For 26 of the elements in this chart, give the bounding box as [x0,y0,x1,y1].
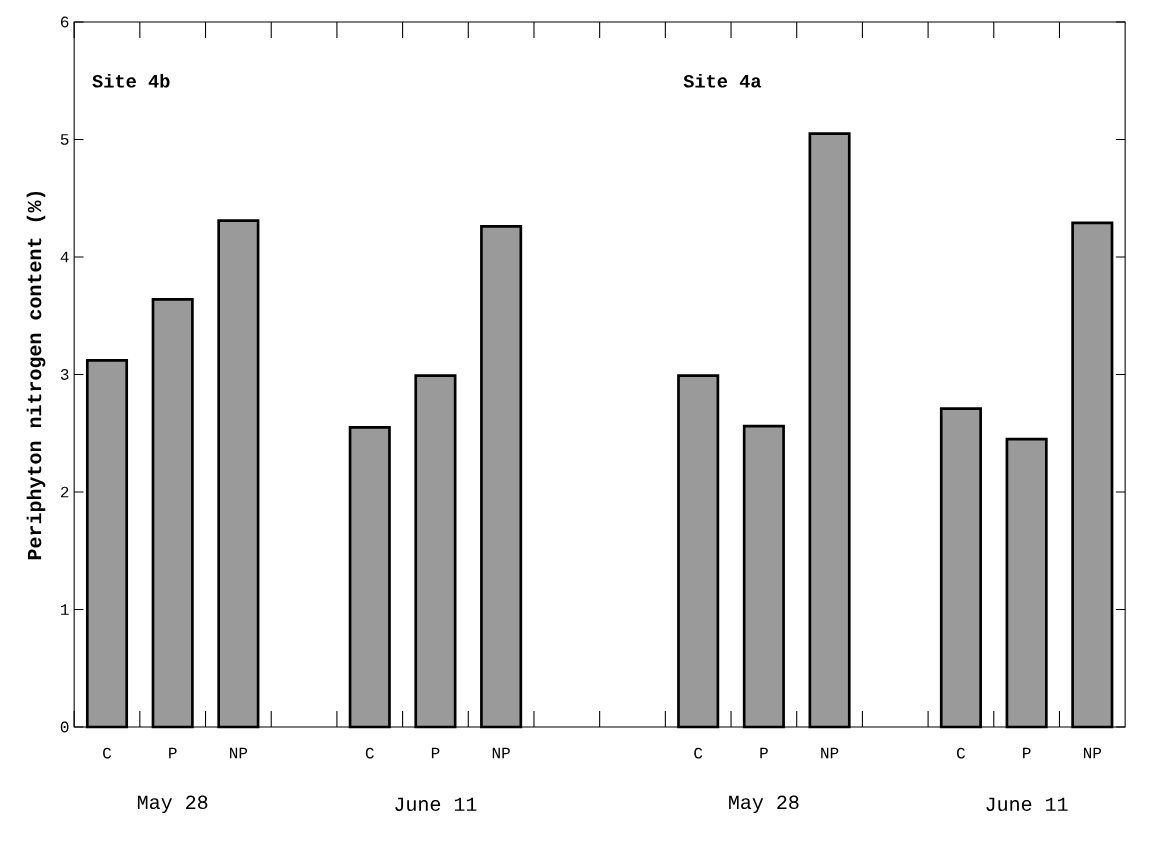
y-tick-label: 3 [60,369,69,380]
text: June 11 [395,797,477,811]
x-tick-label: NP [492,747,510,759]
x-tick-label: NP [1083,747,1102,759]
x-tick-label: NP [230,747,248,759]
text: June 11 [986,797,1068,811]
x-tick-label: C [365,747,374,759]
y-tick-label: 6 [61,16,69,28]
annotation: Site 4a [683,73,762,88]
annotation: Site 4b [92,73,170,88]
x-tick-label: C [957,747,966,759]
text: May 28 [137,795,208,814]
y-axis-title: Periphyton nitrogen content (%) [26,191,46,560]
x-tick-label: NP [821,747,839,759]
x-tick-label: P [169,747,177,759]
x-tick-label: P [431,747,440,759]
x-tick-label: C [103,747,112,759]
y-tick-label: 1 [61,604,69,615]
y-tick-label: 5 [60,134,69,145]
x-tick-label: C [694,747,703,759]
x-tick-label: P [760,747,768,759]
text: May 28 [729,795,799,814]
y-tick-label: 0 [60,721,69,733]
x-tick-label: P [1023,747,1031,759]
y-tick-label: 2 [60,486,69,498]
y-tick-label: 4 [60,251,69,263]
